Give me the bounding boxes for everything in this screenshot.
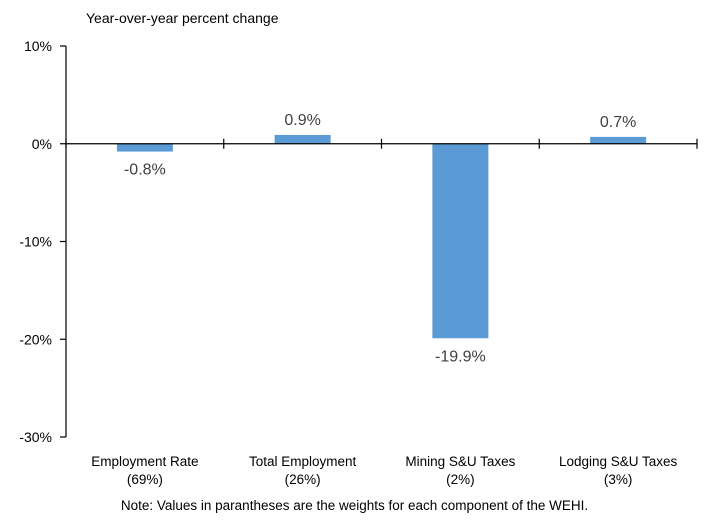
category-label: Mining S&U Taxes — [405, 454, 515, 469]
chart-note: Note: Values in parantheses are the weig… — [120, 498, 589, 513]
data-label: 0.7% — [600, 114, 636, 131]
bar — [432, 143, 489, 339]
bar — [116, 143, 173, 152]
data-label: -19.9% — [435, 348, 486, 365]
y-axis: 10% 0% -10% -20% -30% — [19, 38, 67, 445]
bars — [116, 134, 647, 339]
y-tick-label: 0% — [32, 136, 52, 152]
data-labels: -0.8% 0.9% -19.9% 0.7% — [124, 112, 636, 365]
category-label: (69%) — [127, 472, 163, 487]
category-label: Lodging S&U Taxes — [559, 454, 678, 469]
y-tick-label: -20% — [19, 331, 52, 347]
category-label: (2%) — [446, 472, 475, 487]
category-label: (26%) — [285, 472, 321, 487]
bar — [590, 136, 647, 144]
data-label: 0.9% — [284, 112, 320, 129]
category-labels: Employment Rate (69%) Total Employment (26%… — [91, 454, 677, 487]
y-tick-label: -30% — [19, 429, 52, 445]
y-tick-label: -10% — [19, 234, 52, 250]
bar — [274, 134, 331, 144]
y-tick-label: 10% — [24, 38, 52, 54]
data-label: -0.8% — [124, 162, 166, 179]
category-label: Total Employment — [249, 454, 357, 469]
category-label: Employment Rate — [91, 454, 198, 469]
y-axis-title: Year-over-year percent change — [86, 10, 279, 26]
category-label: (3%) — [604, 472, 633, 487]
x-axis — [65, 138, 698, 149]
